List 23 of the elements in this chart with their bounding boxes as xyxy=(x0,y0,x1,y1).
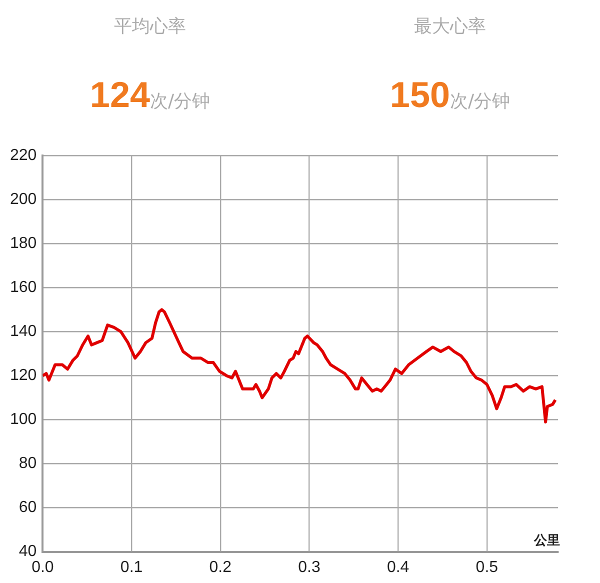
x-tick-label: 0.4 xyxy=(386,558,410,576)
x-tick-label: 0.0 xyxy=(32,558,54,576)
text: 124 xyxy=(90,74,150,115)
y-tick-label: 120 xyxy=(10,367,37,384)
y-tick-label: 220 xyxy=(10,147,37,164)
text: 最大心率 xyxy=(413,15,487,39)
x-tick-label: 0.3 xyxy=(298,558,320,576)
y-tick-label: 100 xyxy=(10,411,37,428)
y-tick-label: 40 xyxy=(18,543,37,560)
y-tick-label: 200 xyxy=(10,191,37,208)
y-tick-label: 140 xyxy=(10,323,37,340)
x-tick-label: 0.1 xyxy=(120,558,143,576)
text: 次/分钟 xyxy=(450,91,510,112)
y-tick-label: 160 xyxy=(10,279,37,296)
x-tick-label: 0.5 xyxy=(476,558,498,576)
y-tick-label: 80 xyxy=(18,455,37,472)
text: 次/分钟 xyxy=(150,91,210,112)
text: 150 xyxy=(390,74,450,115)
text: 平均心率 xyxy=(113,15,187,39)
x-tick-label: 0.2 xyxy=(209,558,232,576)
x-axis-title: 公里 xyxy=(533,534,560,549)
y-tick-label: 180 xyxy=(10,235,37,252)
y-tick-label: 60 xyxy=(18,499,37,516)
